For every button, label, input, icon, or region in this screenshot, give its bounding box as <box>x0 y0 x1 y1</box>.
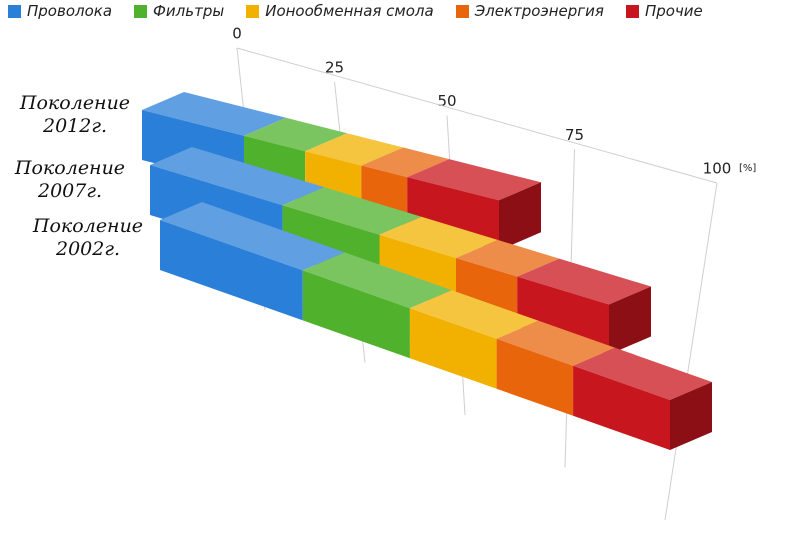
bar-front <box>160 220 303 321</box>
bar-top <box>361 147 450 178</box>
bar-segment <box>496 320 616 416</box>
bar-front <box>409 308 497 389</box>
bar-segment <box>573 347 712 450</box>
bar-top <box>496 320 616 366</box>
bar-top <box>282 187 422 235</box>
legend-item: Прочие <box>625 2 703 20</box>
legend-swatch <box>455 4 469 18</box>
legend-item: Проволока <box>8 2 112 20</box>
bar-segment <box>302 252 452 359</box>
legend-label: Электроэнергия <box>474 2 604 20</box>
bar-top <box>379 216 498 258</box>
x-axis-unit: [%] <box>739 163 756 174</box>
legend-swatch <box>246 4 260 18</box>
bar-top <box>305 133 404 166</box>
x-tick-label: 75 <box>565 126 584 144</box>
bar-top <box>160 202 345 271</box>
x-tick-label: 0 <box>232 25 242 43</box>
bar-top <box>456 240 560 277</box>
bar-top <box>517 258 651 305</box>
legend-label: Проволока <box>27 2 113 20</box>
bar-top <box>244 117 348 152</box>
bar-top <box>573 347 712 400</box>
legend-label: Прочие <box>644 2 703 20</box>
legend-swatch <box>134 4 148 18</box>
legend-label: Ионообменная смола <box>265 2 434 20</box>
bar-top <box>409 290 539 339</box>
legend-item: Фильтры <box>134 2 224 20</box>
legend-swatch <box>625 4 639 18</box>
category-label: Поколение 2007г. <box>14 157 126 202</box>
category-label: Поколение 2012г. <box>19 92 131 137</box>
legend-swatch <box>8 4 21 18</box>
x-tick-label: 100 <box>703 160 732 178</box>
bar-segment <box>160 202 345 321</box>
bar-end <box>499 182 541 251</box>
axis-line <box>236 47 718 184</box>
bar-top <box>302 252 452 309</box>
bar-end <box>609 286 651 355</box>
bar-front <box>517 276 609 355</box>
bar-segment <box>517 258 651 355</box>
legend-label: Фильтры <box>153 2 225 20</box>
grid-line <box>664 182 718 521</box>
legend: Проволока Фильтры Ионообменная смола Электр… <box>8 2 703 20</box>
x-tick-label: 25 <box>325 58 344 76</box>
bar-top <box>142 92 286 136</box>
bar-front <box>302 270 410 359</box>
bar-top <box>407 159 541 201</box>
legend-item: Ионообменная смола <box>246 2 434 20</box>
bar-front <box>573 365 670 450</box>
bar-front <box>496 338 574 416</box>
category-label: Поколение 2002г. <box>32 215 144 260</box>
bar-top <box>150 147 325 206</box>
bar-end <box>670 382 712 450</box>
legend-item: Электроэнергия <box>455 2 604 20</box>
bar-segment <box>409 290 539 389</box>
